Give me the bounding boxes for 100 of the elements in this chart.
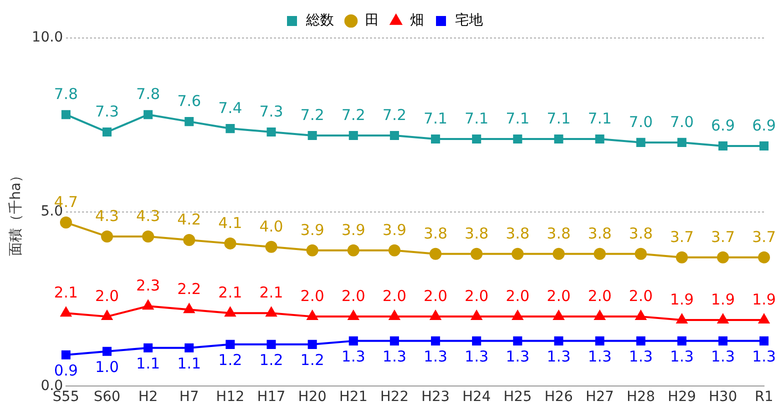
point [718, 336, 728, 346]
data-label: 2.1 [218, 283, 242, 302]
point [513, 336, 522, 346]
point [553, 310, 564, 320]
data-label: 1.9 [670, 290, 694, 308]
point [390, 130, 399, 140]
point [595, 336, 604, 346]
point [308, 130, 317, 140]
point [184, 343, 194, 352]
data-label: 3.8 [506, 224, 530, 242]
point [512, 248, 524, 260]
data-label: 1.3 [588, 347, 612, 366]
data-label: 6.9 [711, 116, 735, 134]
data-label: 1.3 [382, 347, 406, 366]
data-label: 6.9 [752, 116, 776, 134]
point [183, 234, 196, 246]
data-label: 7.1 [464, 109, 489, 128]
point [144, 110, 153, 120]
x-tick-label: H26 [544, 389, 573, 406]
point [184, 117, 194, 126]
point [101, 230, 114, 242]
data-label: 1.3 [506, 347, 530, 366]
point [758, 314, 770, 324]
point [718, 314, 728, 324]
data-label: 2.0 [300, 286, 324, 305]
x-tick-label: R1 [754, 389, 774, 406]
data-label: 2.0 [628, 286, 653, 305]
point [142, 230, 154, 242]
point [636, 138, 646, 147]
x-tick-label: H28 [626, 389, 655, 406]
point [348, 336, 358, 346]
point [513, 134, 522, 144]
point [266, 340, 276, 349]
x-tick-label: H12 [216, 389, 244, 406]
data-label: 3.8 [464, 224, 489, 242]
point [224, 237, 236, 250]
data-label: 7.1 [546, 109, 571, 128]
legend-label: 畑 [410, 12, 424, 29]
point [636, 336, 646, 346]
data-label: 4.1 [218, 214, 242, 232]
point [102, 127, 112, 137]
data-label: 7.2 [300, 106, 324, 124]
x-tick-label: H29 [668, 389, 696, 406]
data-label: 2.1 [259, 283, 284, 302]
point [471, 310, 482, 320]
point [758, 251, 770, 264]
data-label: 1.2 [218, 350, 242, 369]
point [677, 336, 686, 346]
data-label: 3.7 [711, 228, 735, 246]
data-label: 7.4 [218, 98, 242, 117]
point [552, 248, 565, 260]
point [594, 248, 606, 260]
data-label: 2.1 [54, 283, 78, 302]
point [348, 130, 358, 140]
data-label: 3.9 [382, 220, 406, 239]
data-label: 7.8 [54, 84, 78, 103]
data-label: 1.3 [628, 347, 653, 366]
data-label: 1.2 [259, 350, 284, 369]
data-label: 1.2 [300, 350, 324, 369]
data-label: 1.0 [95, 358, 119, 376]
point [347, 244, 360, 256]
point [348, 310, 359, 320]
data-label: 1.1 [177, 354, 202, 372]
x-tick-label: H30 [708, 389, 738, 406]
data-label: 7.1 [506, 109, 530, 128]
point [430, 134, 440, 144]
data-label: 1.3 [424, 347, 448, 366]
x-tick-label: H20 [298, 389, 327, 406]
point [60, 307, 72, 317]
data-label: 2.0 [95, 286, 119, 305]
data-label: 7.1 [424, 109, 448, 128]
point [388, 244, 400, 256]
point [718, 141, 728, 150]
point [389, 310, 400, 320]
data-label: 7.2 [382, 106, 406, 124]
data-label: 2.0 [382, 286, 406, 305]
point [266, 127, 276, 137]
point [307, 310, 318, 320]
legend-label: 田 [365, 12, 379, 29]
point [102, 310, 112, 320]
point [594, 310, 606, 320]
point [226, 340, 235, 349]
point [430, 336, 440, 346]
data-label: 3.9 [300, 220, 324, 239]
data-label: 7.0 [670, 112, 694, 131]
x-tick-label: S60 [94, 389, 120, 406]
point [635, 310, 646, 320]
point [677, 138, 686, 147]
x-tick-label: H27 [586, 389, 614, 406]
point [759, 336, 769, 346]
data-label: 3.7 [752, 228, 776, 246]
point [308, 340, 317, 349]
data-label: 4.3 [136, 206, 160, 225]
data-label: 7.2 [341, 106, 366, 124]
point [184, 304, 194, 314]
data-label: 1.3 [752, 347, 776, 366]
data-label: 7.0 [628, 112, 653, 131]
point [60, 216, 72, 229]
point [226, 124, 235, 134]
point [470, 248, 483, 260]
